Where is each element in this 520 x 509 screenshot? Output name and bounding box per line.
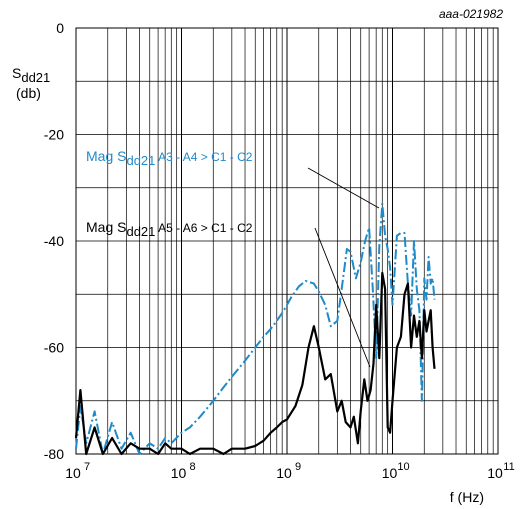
legend-series-2-sub: dd21 [126, 224, 155, 239]
x-tick-label: 10 [276, 465, 292, 481]
x-tick-label: 10 [171, 465, 187, 481]
x-tick-exponent: 11 [503, 461, 514, 473]
legend-series-2-suffix: A5 - A6 > C1 - C2 [155, 221, 252, 235]
legend-label-series-2: Mag Sdd21 A5 - A6 > C1 - C2 [86, 219, 253, 239]
x-axis-label: f (Hz) [450, 489, 484, 505]
y-axis-label-subscript: dd21 [21, 70, 50, 85]
legend-label-series-1: Mag Sdd21 A3 - A4 > C1 - C2 [86, 148, 253, 168]
y-tick-label: -80 [44, 446, 64, 462]
x-tick-exponent: 8 [189, 461, 195, 473]
legend-series-1-prefix: Mag S [86, 148, 126, 164]
grid [76, 28, 498, 454]
y-axis-unit: (db) [16, 85, 41, 101]
y-tick-label: 0 [56, 20, 64, 36]
y-tick-label: -20 [44, 127, 64, 143]
x-tick-label: 10 [382, 465, 398, 481]
y-axis-label-main: S [12, 65, 21, 81]
leader-line-series-2 [315, 228, 370, 367]
figure-id: aaa-021982 [439, 7, 503, 21]
legend-series-2-prefix: Mag S [86, 219, 126, 235]
y-tick-label: -60 [44, 340, 64, 356]
x-tick-label: 10 [65, 465, 81, 481]
legend-series-1-suffix: A3 - A4 > C1 - C2 [155, 150, 252, 164]
x-tick-exponent: 9 [295, 461, 301, 473]
x-tick-label: 10 [487, 465, 503, 481]
y-tick-label: -40 [44, 233, 64, 249]
legend-series-1-sub: dd21 [126, 153, 155, 168]
x-tick-exponent: 7 [84, 461, 90, 473]
x-tick-exponent: 10 [397, 461, 409, 473]
y-axis-label: Sdd21 [12, 65, 50, 85]
